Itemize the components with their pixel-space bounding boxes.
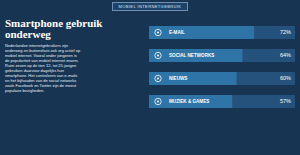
- svg-text:64%: 64%: [280, 52, 291, 58]
- svg-text:NIEUWS: NIEUWS: [169, 76, 187, 81]
- svg-text:57%: 57%: [280, 98, 291, 104]
- svg-text:60%: 60%: [280, 75, 291, 81]
- svg-text:MUZIEK & GAMES: MUZIEK & GAMES: [169, 99, 209, 104]
- svg-text:SOCIAL NETWORKS: SOCIAL NETWORKS: [169, 53, 214, 58]
- svg-text:E-MAIL: E-MAIL: [169, 30, 185, 35]
- html-text:Nederlandse internetgebruikers: Nederlandse internetgebruikers zijn onde…: [5, 43, 81, 93]
- html-text:Smartphone gebruik onderweg: Smartphone gebruik onderweg: [5, 17, 103, 40]
- html-text:MOBIEL INTERNETGEBRUIK: MOBIEL INTERNETGEBRUIK: [118, 4, 182, 9]
- svg-text:72%: 72%: [280, 29, 291, 35]
